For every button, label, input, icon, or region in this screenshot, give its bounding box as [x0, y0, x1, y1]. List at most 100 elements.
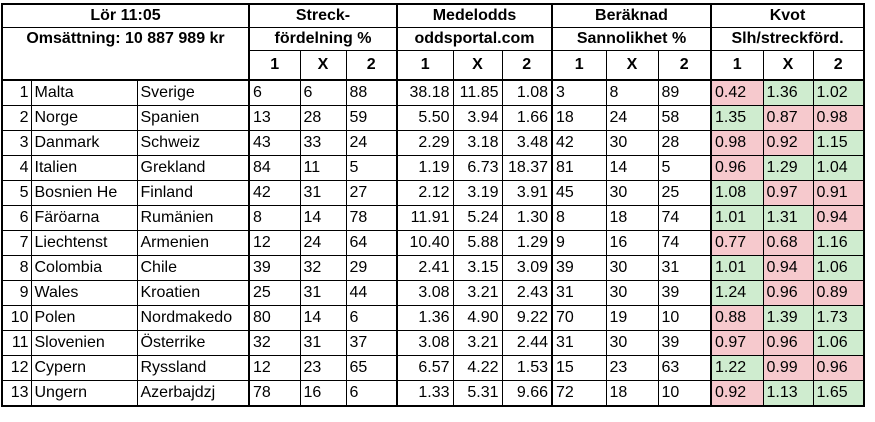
sub-header-1: 1 — [396, 50, 454, 81]
probability-value: 45 — [551, 180, 607, 206]
row-number: 5 — [1, 180, 32, 206]
ratio-value: 1.36 — [762, 79, 814, 106]
ratio-value: 1.22 — [710, 355, 764, 381]
away-team: Rumänien — [136, 205, 250, 231]
row-number: 11 — [1, 330, 32, 356]
home-team: Cypern — [30, 355, 138, 381]
ratio-value: 0.91 — [812, 180, 865, 206]
sub-header-1: 1 — [551, 50, 607, 81]
probability-value: 58 — [657, 105, 712, 131]
probability-value: 9 — [551, 230, 607, 256]
table-row: 5 Bosnien He Finland 42 31 27 2.12 3.19 3.91 45 30… — [1, 180, 865, 206]
odds-value: 11.91 — [396, 205, 454, 231]
odds-value: 2.44 — [501, 330, 553, 356]
odds-value: 9.22 — [501, 305, 553, 331]
home-team: Norge — [30, 105, 138, 131]
streck-value: 27 — [345, 180, 398, 206]
group1-line2: fördelning % — [248, 27, 398, 51]
ratio-value: 0.97 — [710, 330, 764, 356]
sub-header-2: 2 — [657, 50, 712, 81]
odds-value: 9.66 — [501, 380, 553, 407]
probability-value: 28 — [657, 130, 712, 156]
away-team: Spanien — [136, 105, 250, 131]
table-row: 2 Norge Spanien 13 28 59 5.50 3.94 1.66 18 24 58 1.3… — [1, 105, 865, 131]
ratio-value: 1.01 — [710, 205, 764, 231]
odds-value: 1.29 — [501, 230, 553, 256]
ratio-value: 1.06 — [812, 255, 865, 281]
ratio-value: 1.29 — [762, 155, 814, 181]
ratio-value: 0.96 — [812, 355, 865, 381]
ratio-value: 0.99 — [762, 355, 814, 381]
odds-value: 3.91 — [501, 180, 553, 206]
streck-value: 24 — [345, 130, 398, 156]
streck-value: 59 — [345, 105, 398, 131]
home-team: Bosnien He — [30, 180, 138, 206]
home-team: Liechtenst — [30, 230, 138, 256]
probability-value: 39 — [657, 280, 712, 306]
home-team: Italien — [30, 155, 138, 181]
odds-value: 2.29 — [396, 130, 454, 156]
table-body: 1 Malta Sverige 6 6 88 38.18 11.85 1.08 3 8 89 0.42 1… — [1, 79, 865, 407]
odds-value: 10.40 — [396, 230, 454, 256]
home-team: Färöarna — [30, 205, 138, 231]
ratio-value: 0.96 — [710, 155, 764, 181]
odds-value: 5.31 — [452, 380, 503, 407]
streck-value: 12 — [248, 355, 301, 381]
streck-value: 6 — [248, 79, 301, 106]
row-number: 12 — [1, 355, 32, 381]
ratio-value: 0.42 — [710, 79, 764, 106]
ratio-value: 0.96 — [762, 280, 814, 306]
table-row: 12 Cypern Ryssland 12 23 65 6.57 4.22 1.53 15 23 63… — [1, 355, 865, 381]
table-row: 10 Polen Nordmakedo 80 14 6 1.36 4.90 9.22 70 19 10… — [1, 305, 865, 331]
ratio-value: 1.65 — [812, 380, 865, 407]
ratio-value: 0.77 — [710, 230, 764, 256]
odds-value: 1.66 — [501, 105, 553, 131]
odds-value: 4.22 — [452, 355, 503, 381]
away-team: Schweiz — [136, 130, 250, 156]
group1-line1: Streck- — [248, 3, 398, 28]
ratio-value: 1.24 — [710, 280, 764, 306]
streck-value: 37 — [345, 330, 398, 356]
probability-value: 25 — [657, 180, 712, 206]
odds-value: 3.08 — [396, 330, 454, 356]
streck-value: 11 — [299, 155, 347, 181]
probability-value: 72 — [551, 380, 607, 407]
match-title: Lör 11:05 — [1, 3, 250, 28]
ratio-value: 1.01 — [710, 255, 764, 281]
streck-value: 24 — [299, 230, 347, 256]
probability-value: 5 — [657, 155, 712, 181]
odds-value: 18.37 — [501, 155, 553, 181]
ratio-value: 1.06 — [812, 330, 865, 356]
away-team: Sverige — [136, 79, 250, 106]
streck-value: 42 — [248, 180, 301, 206]
row-number: 3 — [1, 130, 32, 156]
probability-value: 18 — [605, 205, 659, 231]
streck-value: 8 — [248, 205, 301, 231]
odds-value: 6.73 — [452, 155, 503, 181]
streck-value: 78 — [345, 205, 398, 231]
probability-value: 70 — [551, 305, 607, 331]
probability-value: 16 — [605, 230, 659, 256]
table-row: 13 Ungern Azerbajdzj 78 16 6 1.33 5.31 9.66 72 18 1… — [1, 380, 865, 407]
streck-value: 6 — [345, 305, 398, 331]
streck-value: 78 — [248, 380, 301, 407]
home-team: Slovenien — [30, 330, 138, 356]
streck-value: 31 — [299, 280, 347, 306]
probability-value: 18 — [551, 105, 607, 131]
table-row: 3 Danmark Schweiz 43 33 24 2.29 3.18 3.48 42 30 28 0… — [1, 130, 865, 156]
odds-value: 3.09 — [501, 255, 553, 281]
streck-value: 44 — [345, 280, 398, 306]
away-team: Kroatien — [136, 280, 250, 306]
ratio-value: 1.39 — [762, 305, 814, 331]
odds-table: Lör 11:05 Streck- Medelodds Beräknad Kvo… — [1, 3, 865, 407]
probability-value: 42 — [551, 130, 607, 156]
streck-value: 33 — [299, 130, 347, 156]
group4-line1: Kvot — [710, 3, 865, 28]
streck-value: 84 — [248, 155, 301, 181]
streck-value: 25 — [248, 280, 301, 306]
ratio-value: 0.68 — [762, 230, 814, 256]
ratio-value: 1.73 — [812, 305, 865, 331]
odds-value: 1.08 — [501, 79, 553, 106]
odds-value: 1.36 — [396, 305, 454, 331]
row-number: 8 — [1, 255, 32, 281]
